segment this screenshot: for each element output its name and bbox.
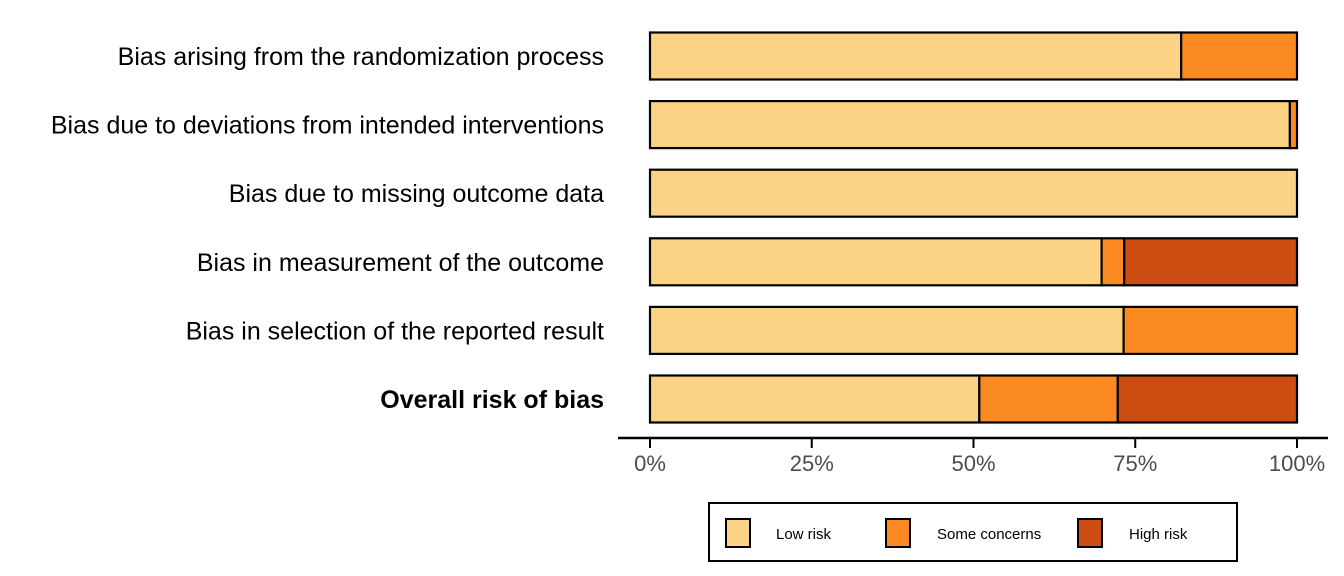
x-axis-ticks: 0% 25% 50% 75% 100% xyxy=(634,438,1325,476)
category-label: Bias due to deviations from intended int… xyxy=(51,112,604,140)
bar-segment-low-risk xyxy=(648,237,1103,287)
category-label: Bias in selection of the reported result xyxy=(186,317,604,345)
category-label: Bias due to missing outcome data xyxy=(229,180,604,208)
legend-key-some-concerns xyxy=(885,518,911,548)
bar-segment-high-risk xyxy=(1116,374,1299,424)
bar-area xyxy=(648,31,1299,424)
legend-key-high-risk xyxy=(1077,518,1103,548)
x-tick-label: 25% xyxy=(790,451,834,476)
bar-segment-some-concerns xyxy=(978,374,1119,424)
legend-label-low-risk: Low risk xyxy=(776,526,832,543)
bar-segment-high-risk xyxy=(1123,237,1299,287)
x-tick-label: 50% xyxy=(951,451,995,476)
category-labels: Bias arising from the randomization proc… xyxy=(51,43,604,414)
bar-segment-low-risk xyxy=(648,374,981,424)
category-label: Bias in measurement of the outcome xyxy=(197,249,604,277)
bar-segment-some-concerns xyxy=(1288,99,1299,150)
bar-segment-some-concerns xyxy=(1180,31,1299,81)
bar-segment-some-concerns xyxy=(1122,305,1299,355)
legend: Low risk Some concerns High risk xyxy=(708,502,1238,562)
category-label: Bias arising from the randomization proc… xyxy=(118,43,604,71)
bar-segment-low-risk xyxy=(648,99,1291,150)
bar-segment-some-concerns xyxy=(1100,237,1126,287)
legend-key-low-risk xyxy=(725,518,751,548)
x-tick-label: 100% xyxy=(1269,451,1325,476)
legend-label-high-risk: High risk xyxy=(1129,526,1188,543)
bar-segment-low-risk xyxy=(648,305,1125,355)
legend-box xyxy=(708,502,1238,562)
category-label: Overall risk of bias xyxy=(380,386,604,414)
legend-label-some-concerns: Some concerns xyxy=(937,526,1041,543)
x-tick-label: 75% xyxy=(1113,451,1157,476)
bar-segment-low-risk xyxy=(648,31,1183,81)
bar-segment-low-risk xyxy=(648,168,1299,218)
x-tick-label: 0% xyxy=(634,451,666,476)
